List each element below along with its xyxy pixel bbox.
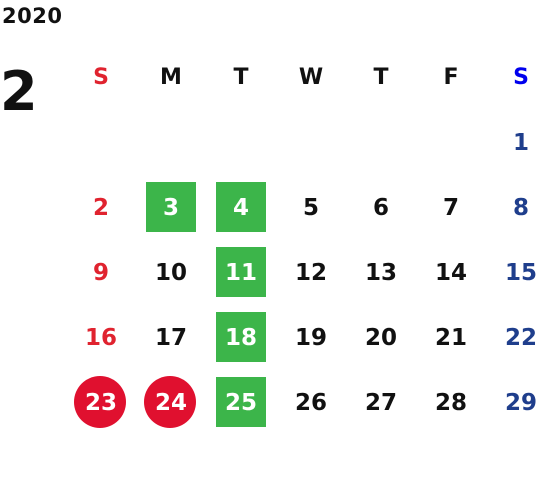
day-cell[interactable]: 15 [504,259,537,286]
day-cell-empty [66,110,136,175]
day-cell[interactable]: 8 [512,194,529,221]
month-number: 2 [0,60,38,123]
day-cell[interactable]: 1 [512,129,529,156]
day-cell[interactable]: 9 [92,259,109,286]
day-cell[interactable]: 14 [434,259,467,286]
day-cell-empty [416,110,486,175]
week-row: 2 3 4 5 6 7 8 [66,175,548,240]
day-cell[interactable]: 10 [154,259,187,286]
weekday-thursday: T [373,65,389,90]
weekday-friday: F [443,65,459,90]
day-cell[interactable]: 19 [294,324,327,351]
day-cell[interactable]: 7 [442,194,459,221]
day-cell[interactable]: 22 [504,324,537,351]
day-cell[interactable]: 16 [84,324,117,351]
week-row: 16 17 18 19 20 21 22 [66,305,548,370]
weekday-saturday: S [513,65,529,90]
day-cell[interactable]: 29 [504,389,537,416]
day-cell[interactable]: 26 [294,389,327,416]
week-row: 1 [66,110,548,175]
weekday-wednesday: W [298,65,324,90]
day-cell-empty [206,110,276,175]
day-cell[interactable]: 6 [372,194,389,221]
day-cell[interactable]: 2 [92,194,109,221]
weekday-sunday: S [93,65,109,90]
weekday-tuesday: T [233,65,249,90]
day-cell-highlighted[interactable]: 3 [136,175,206,240]
weekday-header-row: S M T W T F S [66,45,548,110]
day-cell[interactable]: 13 [364,259,397,286]
calendar-grid: S M T W T F S 1 2 3 4 5 6 7 8 9 10 11 12… [66,45,548,435]
day-cell-empty [136,110,206,175]
day-cell-empty [276,110,346,175]
day-cell-highlighted[interactable]: 25 [206,370,276,435]
day-cell-holiday[interactable]: 24 [136,370,206,435]
day-cell-holiday[interactable]: 23 [66,370,136,435]
day-cell[interactable]: 28 [434,389,467,416]
day-cell-highlighted[interactable]: 18 [206,305,276,370]
day-cell[interactable]: 21 [434,324,467,351]
day-cell[interactable]: 12 [294,259,327,286]
day-cell-empty [346,110,416,175]
day-cell[interactable]: 17 [154,324,187,351]
day-cell[interactable]: 27 [364,389,397,416]
week-row: 23 24 25 26 27 28 29 [66,370,548,435]
weekday-monday: M [160,65,182,90]
day-cell[interactable]: 20 [364,324,397,351]
day-cell[interactable]: 5 [302,194,319,221]
day-cell-highlighted[interactable]: 11 [206,240,276,305]
year-label: 2020 [2,4,63,28]
week-row: 9 10 11 12 13 14 15 [66,240,548,305]
day-cell-highlighted[interactable]: 4 [206,175,276,240]
